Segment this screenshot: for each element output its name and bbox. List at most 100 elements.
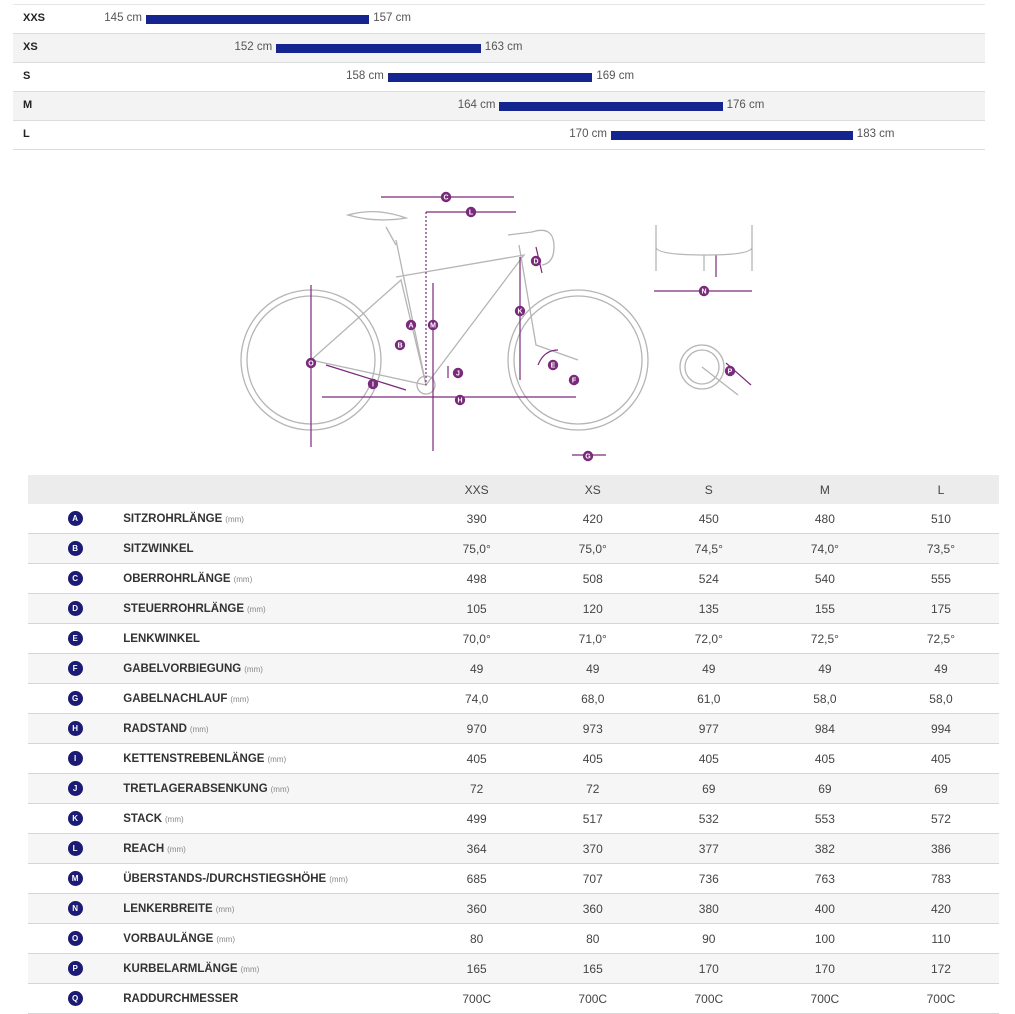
geometry-row: L REACH (mm) 364 370 377 382 386 bbox=[28, 833, 999, 864]
diagram-marker-c: C bbox=[440, 191, 452, 203]
measurement-value: 390 bbox=[418, 504, 535, 534]
measurement-label: LENKERBREITE (mm) bbox=[122, 893, 419, 924]
svg-text:C: C bbox=[443, 195, 448, 202]
size-column-header: M bbox=[766, 475, 883, 504]
measurement-value: 984 bbox=[766, 713, 883, 744]
header-blank bbox=[28, 475, 123, 504]
measurement-value: 405 bbox=[766, 743, 883, 774]
svg-text:M: M bbox=[430, 323, 436, 330]
letter-cell: D bbox=[28, 593, 123, 624]
letter-cell: Q bbox=[28, 983, 123, 1014]
svg-text:A: A bbox=[408, 323, 413, 330]
measurement-value: 405 bbox=[650, 743, 767, 774]
svg-text:J: J bbox=[456, 371, 460, 378]
measurement-label: STEUERROHRLÄNGE (mm) bbox=[122, 593, 419, 624]
diagram-marker-o: O bbox=[305, 357, 317, 369]
measurement-unit: (mm) bbox=[189, 724, 209, 734]
measurement-value: 74,0 bbox=[418, 683, 535, 714]
measurement-value: 49 bbox=[766, 653, 883, 684]
svg-text:E: E bbox=[551, 363, 556, 370]
letter-badge: K bbox=[67, 811, 83, 827]
letter-badge: L bbox=[67, 841, 83, 857]
diagram-marker-d: D bbox=[530, 255, 542, 267]
measurement-name: KETTENSTREBENLÄNGE bbox=[123, 752, 265, 765]
measurement-name: STEUERROHRLÄNGE bbox=[123, 602, 245, 615]
letter-cell: H bbox=[28, 713, 123, 744]
measurement-label: SITZROHRLÄNGE (mm) bbox=[122, 504, 419, 534]
diagram-marker-m: M bbox=[427, 319, 439, 331]
measurement-value: 72 bbox=[534, 773, 651, 804]
measurement-value: 170 bbox=[650, 953, 767, 984]
geometry-row: N LENKERBREITE (mm) 360 360 380 400 420 bbox=[28, 893, 999, 924]
letter-badge: I bbox=[67, 751, 83, 767]
measurement-label: ÜBERSTANDS-/DURCHSTIEGSHÖHE (mm) bbox=[122, 863, 419, 894]
svg-text:I: I bbox=[372, 382, 374, 389]
measurement-value: 382 bbox=[766, 833, 883, 864]
measurement-value: 700C bbox=[650, 983, 767, 1014]
geometry-table: XXS XS S M L A SITZROHRLÄNGE (mm) 390 420 450 480 5… bbox=[28, 475, 999, 1014]
geometry-row: I KETTENSTREBENLÄNGE (mm) 405 405 405 405 405 bbox=[28, 743, 999, 774]
letter-badge: D bbox=[67, 601, 83, 617]
measurement-value: 135 bbox=[650, 593, 767, 624]
range-bar bbox=[276, 44, 481, 53]
measurement-name: SITZROHRLÄNGE bbox=[123, 512, 223, 525]
measurement-value: 540 bbox=[766, 563, 883, 594]
measurement-value: 736 bbox=[650, 863, 767, 894]
measurement-value: 386 bbox=[882, 833, 999, 864]
measurement-value: 90 bbox=[650, 923, 767, 954]
measurement-value: 707 bbox=[534, 863, 651, 894]
measurement-label: LENKWINKEL bbox=[122, 623, 419, 654]
geometry-row: Q RADDURCHMESSER 700C 700C 700C 700C 700C bbox=[28, 983, 999, 1014]
measurement-value: 61,0 bbox=[650, 683, 767, 714]
measurement-value: 405 bbox=[534, 743, 651, 774]
frame bbox=[395, 239, 526, 387]
measurement-name: GABELVORBIEGUNG bbox=[123, 662, 242, 675]
measurement-value: 75,0° bbox=[418, 533, 535, 564]
measurement-value: 72 bbox=[418, 773, 535, 804]
range-max-label: 176 cm bbox=[726, 99, 765, 111]
svg-text:G: G bbox=[585, 454, 591, 461]
geometry-header-row: XXS XS S M L bbox=[28, 475, 999, 504]
size-range-row: XXS 145 cm 157 cm bbox=[13, 4, 985, 34]
range-max-label: 169 cm bbox=[596, 70, 635, 82]
letter-badge: G bbox=[67, 691, 83, 707]
measurement-value: 360 bbox=[418, 893, 535, 924]
geometry-row: J TRETLAGERABSENKUNG (mm) 72 72 69 69 69 bbox=[28, 773, 999, 804]
diagram-marker-j: J bbox=[452, 367, 464, 379]
letter-cell: J bbox=[28, 773, 123, 804]
diagram-marker-i: I bbox=[367, 378, 379, 390]
measurement-unit: (mm) bbox=[244, 664, 263, 674]
measurement-name: RADSTAND bbox=[123, 722, 187, 735]
measurement-value: 80 bbox=[534, 923, 651, 954]
range-max-label: 183 cm bbox=[856, 128, 895, 140]
letter-badge: O bbox=[67, 931, 83, 947]
range-min-label: 145 cm bbox=[104, 12, 142, 24]
measurement-label: OBERROHRLÄNGE (mm) bbox=[122, 563, 419, 594]
measurement-name: ÜBERSTANDS-/DURCHSTIEGSHÖHE bbox=[123, 872, 327, 885]
measurement-value: 498 bbox=[418, 563, 535, 594]
measurement-value: 450 bbox=[650, 504, 767, 534]
measurement-value: 69 bbox=[650, 773, 767, 804]
measurement-value: 970 bbox=[418, 713, 535, 744]
svg-text:D: D bbox=[533, 259, 538, 266]
measurement-value: 72,0° bbox=[650, 623, 767, 654]
measurement-unit: (mm) bbox=[240, 964, 260, 974]
size-label: S bbox=[23, 70, 31, 82]
measurement-value: 370 bbox=[534, 833, 651, 864]
size-range-row: M 164 cm 176 cm bbox=[13, 92, 985, 121]
range-bar bbox=[611, 131, 853, 140]
measurement-label: GABELVORBIEGUNG (mm) bbox=[122, 653, 419, 684]
range-max-label: 163 cm bbox=[484, 41, 523, 53]
measurement-unit: (mm) bbox=[329, 874, 348, 884]
measurement-unit: (mm) bbox=[230, 694, 250, 704]
measurement-value: 499 bbox=[418, 803, 535, 834]
letter-cell: F bbox=[28, 653, 123, 684]
measurement-name: TRETLAGERABSENKUNG bbox=[123, 782, 268, 795]
diagram-marker-e: E bbox=[547, 359, 559, 371]
range-bar bbox=[499, 102, 723, 111]
measurement-name: REACH bbox=[123, 842, 165, 855]
letter-badge: Q bbox=[67, 991, 83, 1007]
letter-cell: P bbox=[28, 953, 123, 984]
geometry-row: M ÜBERSTANDS-/DURCHSTIEGSHÖHE (mm) 685 707 73… bbox=[28, 863, 999, 894]
letter-cell: A bbox=[28, 504, 123, 534]
